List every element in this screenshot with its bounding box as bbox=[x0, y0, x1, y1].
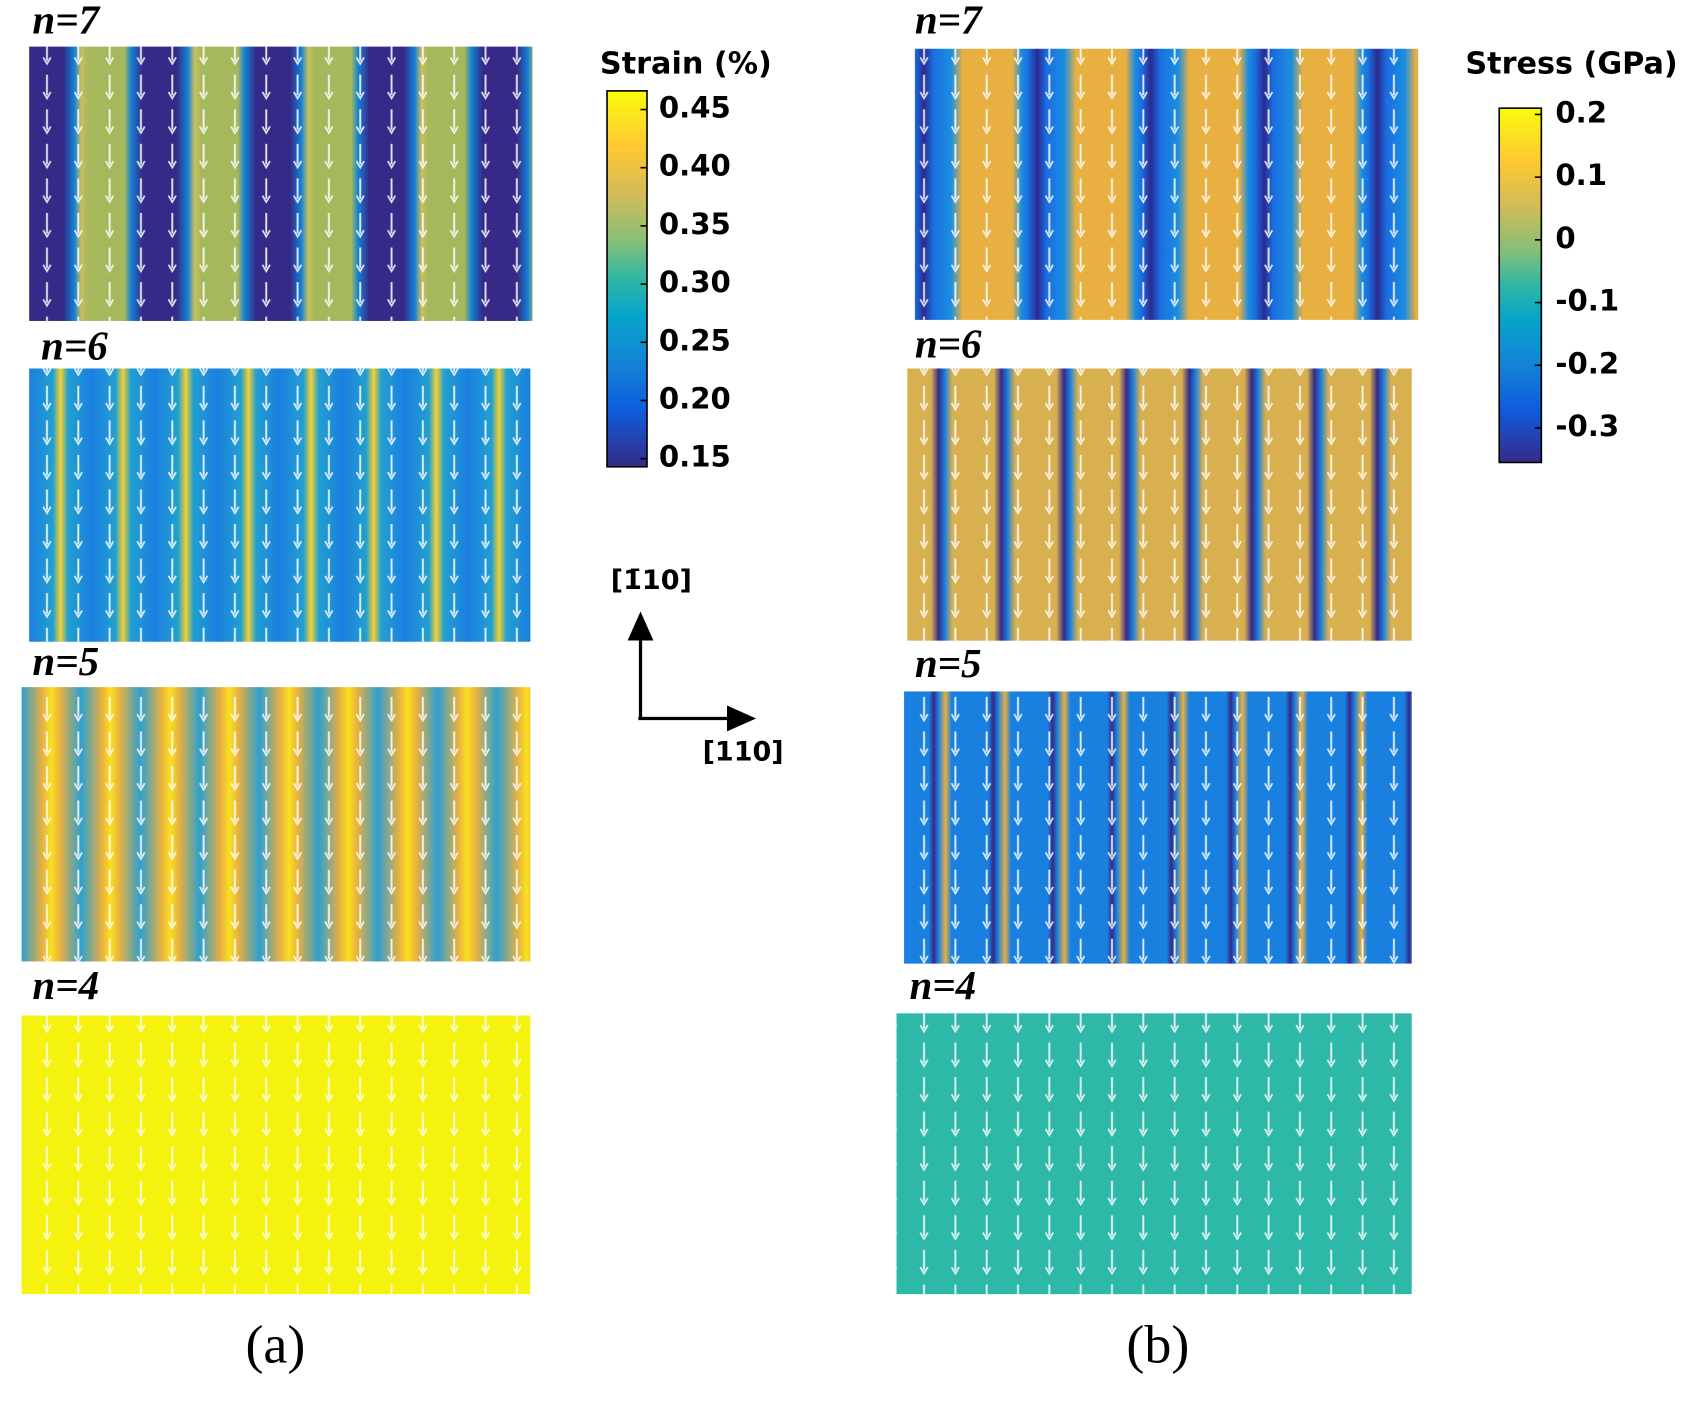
colorbar-title: Strain (%) bbox=[600, 46, 772, 81]
colorbar-tick-label: 0 bbox=[1555, 221, 1575, 255]
colorbar-tick-label: 0.2 bbox=[1555, 95, 1607, 129]
colorbar bbox=[606, 90, 648, 468]
direction-label: [110] bbox=[703, 737, 784, 768]
colorbar-tick-label: 0.1 bbox=[1555, 158, 1607, 192]
panel: n=7 n=6 n=5 n=4 Strain (%) 0.45 0.40 0.35 0.30 0.… bbox=[21, 0, 772, 1375]
colorbar-tick-label: -0.1 bbox=[1555, 284, 1619, 318]
colorbar-title: Stress (GPa) bbox=[1465, 46, 1677, 81]
colorbar-tick-label: 0.45 bbox=[659, 91, 731, 125]
colorbar-tick-label: 0.30 bbox=[659, 265, 731, 299]
panel-label: (a) bbox=[245, 1315, 305, 1375]
map-label: n=6 bbox=[41, 323, 108, 369]
polarization-arrows bbox=[21, 687, 531, 962]
map-label: n=4 bbox=[909, 962, 976, 1008]
polarization-arrows bbox=[904, 691, 1412, 964]
polarization-arrows bbox=[21, 1015, 531, 1295]
direction-label: [1̄10] bbox=[611, 565, 692, 596]
map-label: n=4 bbox=[32, 962, 99, 1008]
colorbar-tick-label: 0.25 bbox=[659, 323, 731, 357]
colorbar-tick-label: -0.3 bbox=[1555, 409, 1619, 443]
colorbar-tick-label: -0.2 bbox=[1555, 346, 1619, 380]
colorbar-tick-label: 0.35 bbox=[659, 207, 731, 241]
polarization-arrows bbox=[29, 368, 531, 642]
map-label: n=6 bbox=[915, 320, 982, 366]
map-label: n=7 bbox=[915, 0, 983, 42]
polarization-arrows bbox=[29, 46, 533, 321]
colorbar-tick-label: 0.20 bbox=[659, 381, 731, 415]
polarization-arrows bbox=[896, 1013, 1412, 1295]
panel: n=7 n=6 n=5 n=4 Stress (GPa) 0.2 0.1 0 -0.1 -0.2 -… bbox=[896, 0, 1678, 1375]
map-label: n=5 bbox=[32, 638, 99, 684]
direction-axes: [1̄10] [110] bbox=[611, 565, 784, 768]
panel-label: (b) bbox=[1126, 1315, 1189, 1375]
colorbar-tick-label: 0.40 bbox=[659, 149, 731, 183]
colorbar-tick-label: 0.15 bbox=[659, 440, 731, 474]
polarization-arrows bbox=[914, 48, 1419, 320]
map-label: n=7 bbox=[32, 0, 100, 42]
colorbar bbox=[1498, 107, 1543, 464]
polarization-arrows bbox=[907, 368, 1412, 641]
map-label: n=5 bbox=[915, 640, 982, 686]
